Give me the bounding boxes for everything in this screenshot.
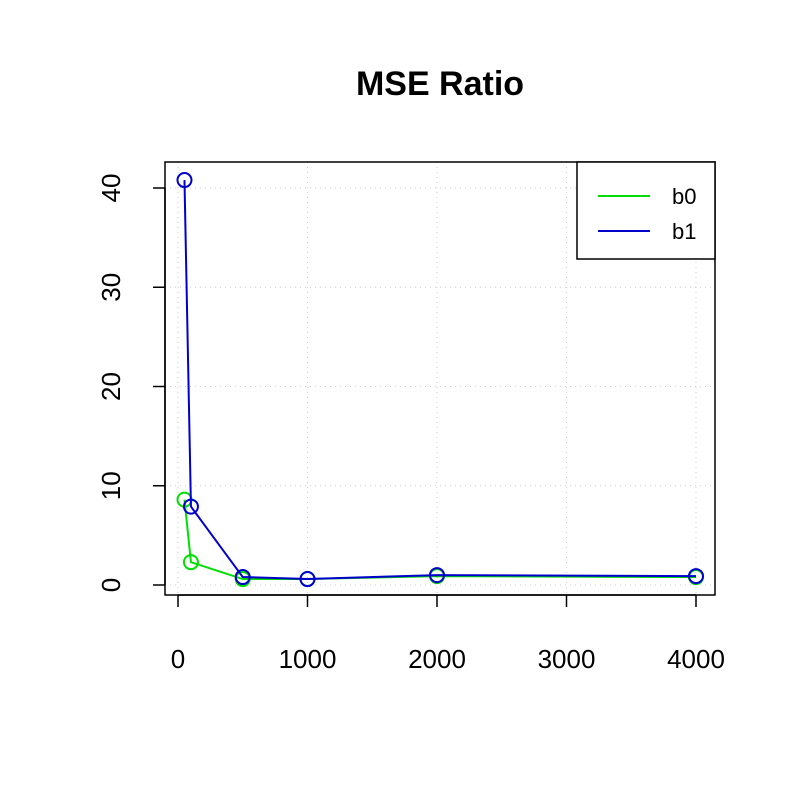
data-point-b1 [182,498,199,515]
x-tick-label: 1000 [279,644,337,674]
x-tick-label: 4000 [667,644,725,674]
x-tick-label: 2000 [408,644,466,674]
grid [165,162,715,595]
legend-box [576,161,716,260]
axes: 0 1000 2000 3000 4000 0 10 20 30 40 [96,161,725,674]
series-line-b1 [183,180,697,581]
series-line-b0 [183,499,697,581]
x-tick-label: 3000 [538,644,596,674]
series-layer [176,172,704,588]
legend-label-b1: b1 [672,219,696,244]
series-b0 [176,491,704,588]
data-point-b1 [176,172,193,189]
y-tick-label: 30 [96,273,126,302]
y-tick-label: 0 [96,578,126,592]
data-point-b0 [182,554,199,571]
chart-title: MSE Ratio [356,65,524,103]
series-b1 [176,172,704,588]
data-point-b1 [688,568,704,585]
y-tick-label: 40 [96,174,126,203]
data-point-b1 [234,569,251,586]
x-tick-label: 0 [171,644,185,674]
data-point-b1 [429,567,445,584]
y-tick-label: 10 [96,471,126,500]
legend-label-b0: b0 [672,184,696,209]
data-point-b1 [299,571,316,588]
y-tick-label: 20 [96,372,126,401]
